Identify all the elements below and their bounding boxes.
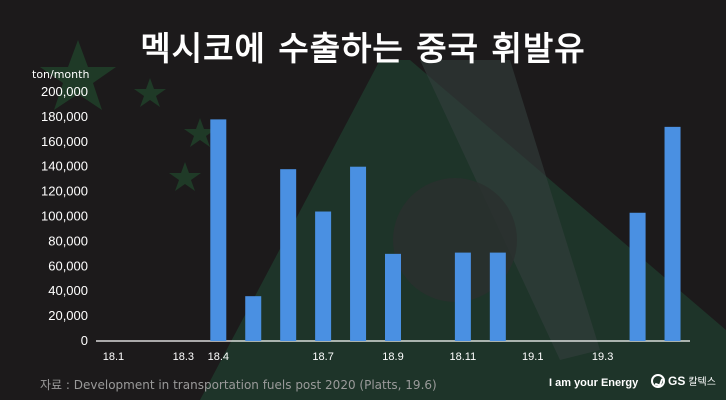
- bar: [385, 253, 401, 341]
- y-tick-label: 100,000: [41, 209, 88, 224]
- x-tick-label: 19.3: [592, 351, 613, 363]
- gs-logo-icon: [651, 373, 665, 388]
- y-axis-label: ton/month: [32, 68, 89, 81]
- chart-axes: ton/month 0 20,000 40,000 60,000 80,000 100,00…: [32, 68, 690, 363]
- background-flags: [40, 40, 726, 400]
- bar: [245, 296, 262, 341]
- y-tick-label: 20,000: [48, 308, 88, 323]
- brand-logo: GS 칼텍스: [651, 373, 716, 388]
- y-tick-label: 80,000: [48, 233, 88, 248]
- chart-bars: [210, 119, 681, 341]
- flag-star-icon: [40, 40, 116, 110]
- bar: [664, 126, 681, 341]
- y-tick-label: 40,000: [48, 283, 88, 298]
- logo-text: GS: [668, 373, 686, 388]
- brand-slogan: I am your Energy: [549, 377, 639, 389]
- flag-star-icon: [169, 162, 201, 191]
- bar: [280, 169, 297, 341]
- y-tick-label: 120,000: [41, 184, 88, 199]
- flag-star-icon: [184, 118, 216, 147]
- logo-subtext: 칼텍스: [688, 377, 716, 388]
- bar: [629, 212, 646, 341]
- flag-white-band: [420, 60, 600, 360]
- y-tick-label: 60,000: [48, 258, 88, 273]
- bar: [315, 211, 332, 341]
- x-tick-label: 18.9: [382, 351, 403, 363]
- source-caption: 자료 : Development in transportation fuels…: [40, 378, 437, 392]
- y-tick-label: 180,000: [41, 109, 88, 124]
- bar: [210, 119, 227, 341]
- x-tick-label: 18.3: [173, 351, 194, 363]
- y-tick-label: 0: [81, 333, 88, 348]
- y-tick-label: 160,000: [41, 134, 88, 149]
- flag-star-icon: [134, 78, 166, 107]
- y-tick-label: 200,000: [41, 84, 88, 99]
- x-tick-label: 19.1: [522, 351, 543, 363]
- page-title: 멕시코에 수출하는 중국 휘발유: [140, 29, 586, 68]
- bar: [489, 252, 506, 341]
- x-tick-label: 18.7: [312, 351, 333, 363]
- bar: [454, 252, 471, 341]
- flag-emblem-icon: [393, 178, 517, 302]
- x-tick-label: 18.1: [103, 351, 124, 363]
- bar: [350, 166, 367, 341]
- x-tick-label: 18.4: [208, 351, 229, 363]
- x-tick-label: 18.11: [450, 351, 477, 363]
- y-tick-label: 140,000: [41, 159, 88, 174]
